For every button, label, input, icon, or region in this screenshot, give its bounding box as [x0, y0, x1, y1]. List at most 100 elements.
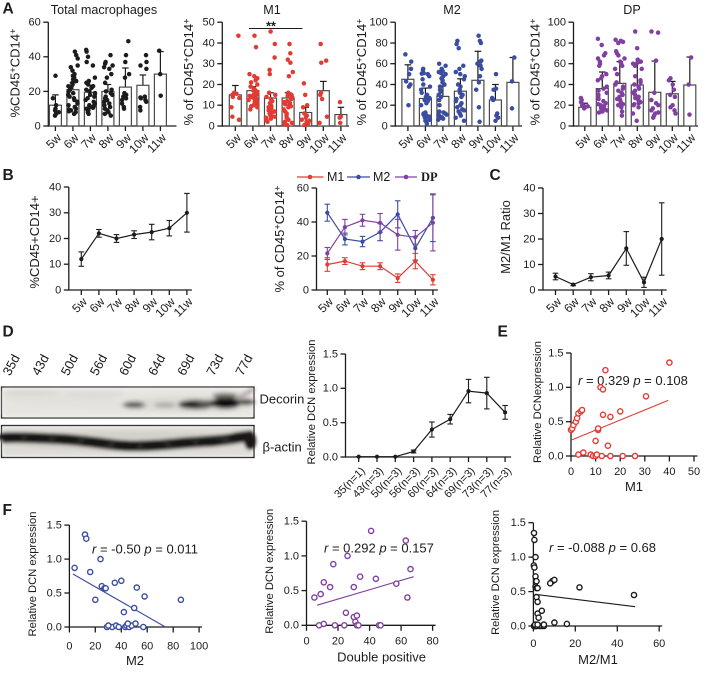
svg-text:60: 60 — [141, 641, 153, 653]
svg-text:% of CD45+​CD14+​: % of CD45+​CD14+​ — [181, 18, 197, 126]
svg-text:β-actin: β-actin — [263, 440, 302, 455]
svg-text:0: 0 — [55, 284, 61, 296]
svg-text:40: 40 — [49, 181, 61, 193]
svg-text:40: 40 — [554, 79, 566, 91]
svg-text:60: 60 — [653, 638, 665, 650]
svg-text:r = -0.088 p = 0.68: r = -0.088 p = 0.68 — [549, 540, 656, 555]
svg-text:30: 30 — [203, 58, 215, 70]
svg-text:Total macrophages: Total macrophages — [51, 3, 157, 17]
svg-text:% of CD45+​CD14+​: % of CD45+​CD14+​ — [272, 185, 288, 293]
svg-text:80: 80 — [167, 641, 179, 653]
svg-text:20: 20 — [569, 638, 581, 650]
svg-text:M2: M2 — [443, 3, 461, 17]
svg-text:40: 40 — [376, 79, 388, 91]
svg-text:Double positive: Double positive — [337, 650, 426, 665]
svg-text:M2/M1 Ratio: M2/M1 Ratio — [498, 200, 513, 274]
svg-text:40: 40 — [523, 182, 535, 194]
svg-text:r = 0.292 p = 0.157: r = 0.292 p = 0.157 — [324, 541, 434, 556]
svg-text:% of CD45+​CD14+​: % of CD45+​CD14+​ — [354, 18, 370, 126]
svg-text:DP: DP — [623, 3, 641, 17]
svg-text:0: 0 — [303, 284, 309, 296]
svg-text:20: 20 — [297, 250, 309, 262]
svg-text:40: 40 — [29, 51, 41, 63]
svg-text:0: 0 — [530, 638, 536, 650]
svg-text:1.0: 1.0 — [323, 383, 338, 395]
svg-text:1.5: 1.5 — [284, 516, 299, 528]
svg-text:20: 20 — [554, 100, 566, 112]
svg-text:50: 50 — [203, 17, 215, 29]
svg-text:Relative DCN expression: Relative DCN expression — [306, 340, 318, 465]
svg-text:0.0: 0.0 — [284, 620, 299, 632]
svg-text:60: 60 — [376, 58, 388, 70]
svg-text:Relative DCN expression: Relative DCN expression — [27, 512, 39, 637]
svg-text:0.5: 0.5 — [284, 585, 299, 597]
svg-text:0: 0 — [560, 120, 566, 132]
svg-text:C: C — [490, 167, 501, 184]
svg-text:M1: M1 — [263, 3, 281, 17]
svg-text:D: D — [3, 324, 14, 341]
svg-text:0: 0 — [382, 120, 388, 132]
svg-text:0: 0 — [568, 466, 574, 478]
svg-text:% of CD45+​CD14+​: % of CD45+​CD14+​ — [527, 18, 543, 126]
svg-text:10: 10 — [203, 100, 215, 112]
svg-text:M1: M1 — [625, 479, 643, 494]
svg-text:100: 100 — [548, 17, 566, 29]
svg-text:0.5: 0.5 — [548, 416, 563, 428]
svg-text:10: 10 — [49, 259, 61, 271]
svg-text:40: 40 — [115, 641, 127, 653]
svg-text:0: 0 — [303, 635, 309, 647]
svg-text:1.0: 1.0 — [284, 550, 299, 562]
svg-text:M2/M1: M2/M1 — [578, 652, 618, 667]
svg-text:50: 50 — [688, 466, 700, 478]
svg-text:20: 20 — [376, 100, 388, 112]
svg-text:1.0: 1.0 — [47, 554, 62, 566]
svg-text:**: ** — [266, 20, 276, 34]
svg-text:E: E — [498, 324, 508, 341]
svg-text:1.0: 1.0 — [511, 552, 526, 564]
svg-text:DP: DP — [421, 170, 438, 184]
svg-text:Decorin: Decorin — [260, 392, 305, 407]
svg-text:0.5: 0.5 — [47, 587, 62, 599]
svg-text:60: 60 — [297, 182, 309, 194]
svg-text:%CD45+​CD14+​: %CD45+​CD14+​ — [7, 28, 23, 118]
svg-text:20: 20 — [332, 635, 344, 647]
svg-text:1.5: 1.5 — [47, 520, 62, 532]
svg-text:F: F — [3, 502, 12, 519]
svg-text:Relative DCN expression: Relative DCN expression — [490, 510, 502, 635]
svg-text:1.5: 1.5 — [511, 517, 526, 529]
svg-text:60: 60 — [395, 635, 407, 647]
svg-text:30: 30 — [523, 208, 535, 220]
svg-text:r = 0.329 p = 0.108: r = 0.329 p = 0.108 — [578, 373, 688, 388]
svg-text:80: 80 — [554, 37, 566, 49]
svg-text:40: 40 — [203, 37, 215, 49]
svg-text:Relative DCNexpression: Relative DCNexpression — [532, 341, 544, 463]
svg-text:0: 0 — [209, 120, 215, 132]
svg-text:40: 40 — [297, 216, 309, 228]
svg-text:M2: M2 — [126, 653, 144, 668]
svg-text:100: 100 — [190, 641, 208, 653]
svg-text:0.5: 0.5 — [323, 417, 338, 429]
svg-text:0: 0 — [529, 284, 535, 296]
svg-text:0.0: 0.0 — [323, 451, 338, 463]
svg-text:80: 80 — [426, 635, 438, 647]
svg-text:20: 20 — [29, 86, 41, 98]
svg-text:r = -0.50 p = 0.011: r = -0.50 p = 0.011 — [92, 542, 198, 557]
svg-text:20: 20 — [523, 233, 535, 245]
svg-text:20: 20 — [89, 641, 101, 653]
svg-text:30: 30 — [49, 207, 61, 219]
svg-text:40: 40 — [663, 466, 675, 478]
svg-text:0.0: 0.0 — [47, 621, 62, 633]
svg-text:80: 80 — [376, 37, 388, 49]
svg-text:0.5: 0.5 — [511, 586, 526, 598]
svg-text:%CD45+CD14+: %CD45+CD14+ — [27, 195, 42, 288]
svg-text:M1: M1 — [327, 170, 344, 184]
svg-text:1.5: 1.5 — [323, 348, 338, 360]
svg-text:60: 60 — [29, 17, 41, 29]
svg-text:40: 40 — [611, 638, 623, 650]
svg-text:60: 60 — [554, 58, 566, 70]
svg-text:B: B — [3, 167, 14, 184]
svg-text:Relative DCN expression: Relative DCN expression — [264, 509, 276, 634]
svg-text:100: 100 — [369, 17, 387, 29]
svg-text:A: A — [3, 0, 14, 17]
svg-text:20: 20 — [49, 233, 61, 245]
